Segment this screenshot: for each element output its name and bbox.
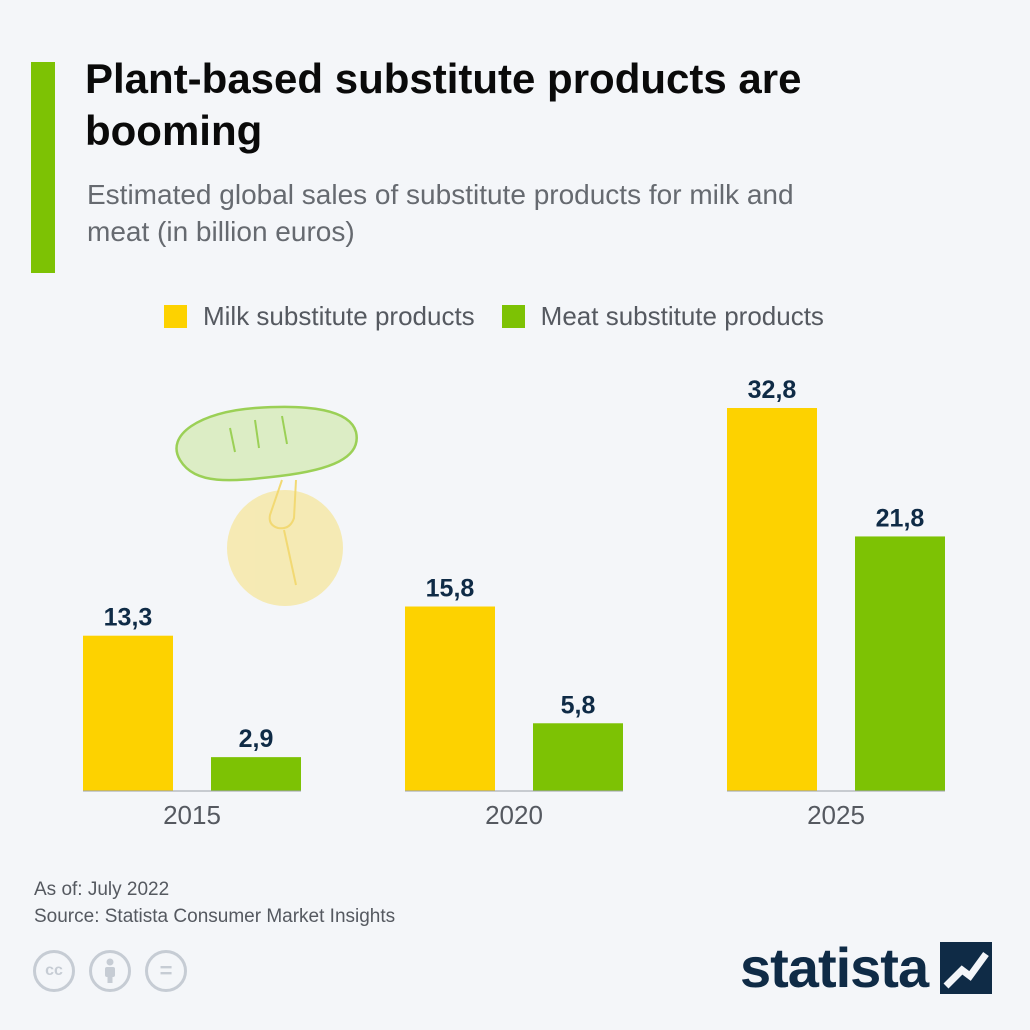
bar-meat-2025 bbox=[855, 536, 945, 791]
value-label-milk-2020: 15,8 bbox=[426, 575, 475, 603]
legend-item-milk: Milk substitute products bbox=[164, 301, 475, 332]
value-label-milk-2025: 32,8 bbox=[748, 376, 797, 404]
x-tick-label-2020: 2020 bbox=[485, 800, 543, 830]
value-label-meat-2025: 21,8 bbox=[876, 504, 925, 532]
attribution-icon bbox=[89, 950, 131, 992]
value-label-meat-2015: 2,9 bbox=[239, 725, 274, 753]
sausage-illustration-icon bbox=[175, 405, 358, 606]
value-label-meat-2020: 5,8 bbox=[561, 691, 596, 719]
chart-title: Plant-based substitute products are boom… bbox=[85, 55, 802, 154]
x-tick-label-2015: 2015 bbox=[163, 800, 221, 830]
legend-label-meat: Meat substitute products bbox=[540, 301, 824, 331]
legend-swatch-milk bbox=[164, 305, 187, 328]
bar-milk-2015 bbox=[83, 635, 173, 791]
legend: Milk substitute products Meat substitute… bbox=[164, 301, 824, 332]
brand-name: statista bbox=[740, 936, 929, 999]
bar-meat-2015 bbox=[211, 757, 301, 791]
x-tick-label-2025: 2025 bbox=[807, 800, 865, 830]
legend-swatch-meat bbox=[501, 305, 525, 328]
bar-chart: 13,3 2,9 2015 15,8 5,8 2020 32,8 21,8 2025 bbox=[83, 376, 945, 830]
statista-brand[interactable]: statista bbox=[740, 936, 993, 999]
license-icons: cc = bbox=[33, 950, 187, 992]
chart-footer: As of: July 2022 Source: Statista Consum… bbox=[34, 876, 395, 930]
chart-subtitle: Estimated global sales of substitute pro… bbox=[87, 179, 794, 247]
source-note: Source: Statista Consumer Market Insight… bbox=[34, 906, 396, 927]
no-derivatives-icon: = bbox=[145, 950, 187, 992]
bar-meat-2020 bbox=[533, 723, 623, 791]
statista-logo-icon bbox=[940, 942, 993, 994]
value-label-milk-2015: 13,3 bbox=[104, 604, 153, 632]
accent-bar bbox=[31, 62, 55, 273]
bar-milk-2025 bbox=[727, 408, 817, 791]
as-of-note: As of: July 2022 bbox=[34, 879, 170, 900]
cc-icon: cc bbox=[33, 950, 75, 992]
legend-item-meat: Meat substitute products bbox=[501, 301, 824, 332]
bar-milk-2020 bbox=[405, 606, 495, 791]
legend-label-milk: Milk substitute products bbox=[203, 301, 475, 331]
